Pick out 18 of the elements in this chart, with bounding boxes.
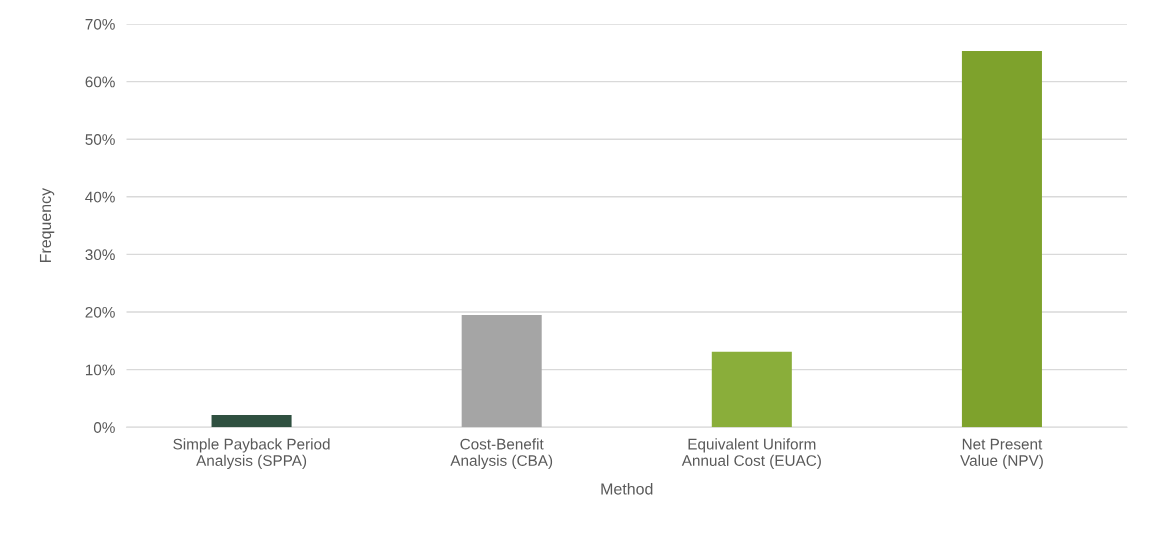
y-tick-label: 50% [85, 134, 115, 145]
x-tick-label: Cost-Benefit Analysis (CBA) [450, 438, 553, 470]
y-tick-label: 60% [85, 76, 115, 88]
x-tick-label: Simple Payback Period Analysis (SPPA) [173, 438, 330, 470]
bar [461, 314, 542, 428]
y-tick-label: 10% [85, 364, 115, 376]
y-tick-label: 40% [85, 191, 115, 203]
y-tick-label: 20% [85, 306, 115, 318]
bar [711, 351, 792, 428]
bar [211, 415, 292, 428]
y-axis-title: Frequency [39, 187, 55, 263]
x-tick-label: Equivalent Uniform Annual Cost (EUAC) [681, 438, 821, 469]
x-axis-title: Method [601, 482, 653, 495]
y-tick-label: 30% [85, 249, 115, 261]
bar [961, 51, 1042, 428]
y-tick-label: 0% [93, 422, 115, 433]
y-tick-label: 70% [85, 18, 115, 30]
x-tick-label: Net Present Value (NPV) [960, 438, 1043, 469]
